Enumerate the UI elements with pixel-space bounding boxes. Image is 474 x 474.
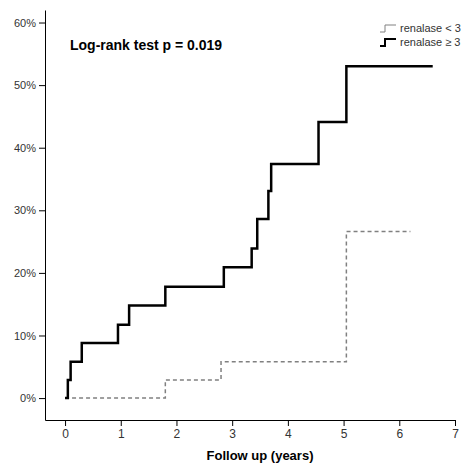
- legend-item: renalase < 3: [380, 22, 461, 34]
- x-tick: 5: [341, 420, 348, 441]
- x-tick: 0: [62, 420, 69, 441]
- y-tick-label: 30%: [14, 204, 36, 216]
- x-tick: 4: [285, 420, 292, 441]
- x-tick-mark: [176, 420, 177, 426]
- y-tick-label: 60%: [14, 17, 36, 29]
- x-axis-title: Follow up (years): [207, 448, 314, 463]
- y-tick-mark: [39, 148, 45, 149]
- chart: 0% 10% 20% 30% 40% 50% 60% 0 1 2 3 4 5 6 7 Log-rank tes…: [0, 0, 474, 474]
- survival-line: [65, 66, 433, 398]
- legend-item: renalase ≥ 3: [380, 36, 460, 48]
- x-tick: 7: [452, 420, 459, 441]
- survival-line: [65, 232, 410, 399]
- y-tick-label: 20%: [14, 267, 36, 279]
- x-tick-mark: [232, 420, 233, 426]
- y-axis-line: [45, 11, 46, 421]
- legend-label: renalase < 3: [400, 22, 461, 34]
- plot: 0% 10% 20% 30% 40% 50% 60% 0 1 2 3 4 5 6 7: [14, 11, 459, 441]
- legend: renalase < 3 renalase ≥ 3: [380, 22, 461, 48]
- y-tick-mark: [39, 23, 45, 24]
- x-tick-mark: [344, 420, 345, 426]
- x-axis-line: [46, 420, 456, 421]
- x-tick-mark: [399, 420, 400, 426]
- y-axis: 0% 10% 20% 30% 40% 50% 60%: [14, 11, 46, 421]
- x-tick: 1: [118, 420, 125, 441]
- y-tick-label: 0%: [20, 392, 36, 404]
- x-tick-mark: [121, 420, 122, 426]
- y-tick: 60%: [14, 17, 45, 29]
- x-tick-label: 5: [341, 427, 348, 441]
- y-tick-mark: [39, 210, 45, 211]
- y-tick-mark: [39, 85, 45, 86]
- y-tick: 20%: [14, 267, 45, 279]
- x-tick-label: 7: [452, 427, 459, 441]
- y-tick-label: 50%: [14, 79, 36, 91]
- x-tick: 2: [174, 420, 181, 441]
- x-tick-label: 4: [285, 427, 292, 441]
- y-tick: 50%: [14, 79, 45, 91]
- y-tick: 30%: [14, 204, 45, 216]
- x-tick-label: 0: [62, 427, 69, 441]
- legend-label: renalase ≥ 3: [400, 36, 460, 48]
- x-tick-label: 2: [174, 427, 181, 441]
- x-tick-label: 1: [118, 427, 125, 441]
- x-tick-label: 6: [396, 427, 403, 441]
- legend-swatch: [380, 25, 396, 32]
- y-tick: 10%: [14, 330, 45, 342]
- x-tick-mark: [288, 420, 289, 426]
- x-axis: 0 1 2 3 4 5 6 7: [46, 420, 460, 441]
- x-tick-mark: [65, 420, 66, 426]
- y-tick: 40%: [14, 142, 45, 154]
- y-tick: 0%: [20, 392, 45, 404]
- x-tick-mark: [455, 420, 456, 426]
- y-tick-mark: [39, 398, 45, 399]
- series-group: [65, 66, 433, 398]
- x-tick-label: 3: [229, 427, 236, 441]
- x-tick: 3: [229, 420, 236, 441]
- legend-swatch: [380, 39, 396, 46]
- y-tick-mark: [39, 335, 45, 336]
- y-tick-label: 10%: [14, 330, 36, 342]
- y-tick-label: 40%: [14, 142, 36, 154]
- annotation: Log-rank test p = 0.019: [70, 37, 222, 53]
- y-tick-mark: [39, 273, 45, 274]
- x-tick: 6: [396, 420, 403, 441]
